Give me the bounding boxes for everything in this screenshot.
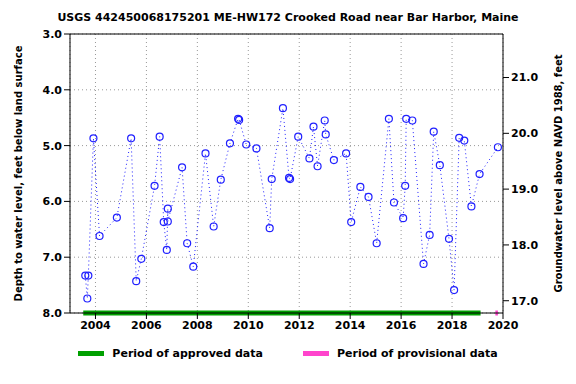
html-text:Period of provisional data: Period of provisional data [337,347,498,360]
svg-text:18.0: 18.0 [511,239,538,252]
svg-text:2020: 2020 [488,319,519,332]
html-text:USGS 442450068175201 ME-HW172: USGS 442450068175201 ME-HW172 Crooked Ro… [57,11,519,24]
svg-text:Groundwater level above NAVD 1: Groundwater level above NAVD 1988, feet [553,54,564,292]
svg-text:20.0: 20.0 [511,127,538,140]
svg-text:19.0: 19.0 [511,183,538,196]
html-text:Period of approved data: Period of approved data [112,347,263,360]
svg-text:2018: 2018 [437,319,468,332]
svg-text:2012: 2012 [284,319,315,332]
svg-text:21.0: 21.0 [511,71,538,84]
svg-text:5.0: 5.0 [43,140,63,153]
svg-text:2014: 2014 [335,319,366,332]
svg-text:2006: 2006 [131,319,162,332]
svg-text:2004: 2004 [80,319,111,332]
svg-text:3.0: 3.0 [43,28,63,41]
svg-text:4.0: 4.0 [43,84,63,97]
svg-text:8.0: 8.0 [43,307,63,320]
svg-text:Depth to water level, feet bel: Depth to water level, feet below land su… [13,45,24,301]
svg-text:17.0: 17.0 [511,295,538,308]
svg-text:2010: 2010 [233,319,264,332]
svg-text:7.0: 7.0 [43,251,63,264]
svg-text:2016: 2016 [386,319,417,332]
svg-text:6.0: 6.0 [43,195,63,208]
svg-text:2008: 2008 [182,319,213,332]
